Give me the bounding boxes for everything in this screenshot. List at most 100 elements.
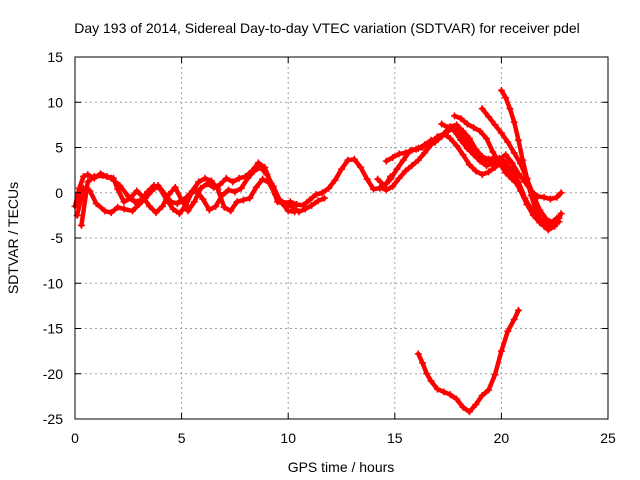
data-point bbox=[190, 198, 198, 206]
data-point bbox=[306, 196, 314, 204]
chart-title: Day 193 of 2014, Sidereal Day-to-day VTE… bbox=[74, 20, 580, 36]
data-point bbox=[363, 175, 371, 183]
data-point bbox=[374, 175, 382, 183]
grid bbox=[75, 57, 608, 419]
data-point bbox=[369, 185, 377, 193]
data-point bbox=[99, 172, 107, 180]
data-point bbox=[229, 178, 237, 186]
data-point bbox=[465, 161, 473, 169]
y-tick-label: -25 bbox=[43, 411, 63, 427]
data-point bbox=[478, 391, 486, 399]
data-point bbox=[450, 112, 458, 120]
data-point bbox=[489, 160, 497, 168]
data-point bbox=[557, 210, 565, 218]
data-point bbox=[470, 124, 478, 132]
data-point bbox=[184, 207, 192, 215]
data-point bbox=[116, 182, 124, 190]
data-point bbox=[551, 222, 559, 230]
data-point bbox=[540, 193, 548, 201]
data-point bbox=[150, 182, 158, 190]
data-point bbox=[514, 170, 522, 178]
data-point bbox=[175, 210, 183, 218]
data-point bbox=[101, 207, 109, 215]
y-tick-label: -5 bbox=[51, 230, 64, 246]
data-point bbox=[472, 401, 480, 409]
data-point bbox=[259, 175, 267, 183]
data-point bbox=[131, 198, 139, 206]
data-point bbox=[212, 202, 220, 210]
y-tick-label: -15 bbox=[43, 321, 63, 337]
data-point bbox=[457, 136, 465, 144]
data-point bbox=[263, 171, 271, 179]
data-point bbox=[527, 191, 535, 199]
data-point bbox=[173, 200, 181, 208]
series-arc-11 bbox=[416, 308, 521, 415]
data-point bbox=[485, 113, 493, 121]
data-point bbox=[536, 214, 544, 222]
data-point bbox=[199, 195, 207, 203]
data-point bbox=[514, 136, 522, 144]
data-point bbox=[408, 162, 416, 170]
data-point bbox=[406, 147, 414, 155]
y-tick-label: 10 bbox=[47, 94, 63, 110]
x-tick-label: 5 bbox=[178, 430, 186, 446]
y-tick-label: 5 bbox=[55, 140, 63, 156]
data-point bbox=[399, 156, 407, 164]
data-point bbox=[446, 391, 454, 399]
data-point bbox=[510, 315, 518, 323]
data-point bbox=[546, 195, 554, 203]
data-point bbox=[235, 174, 243, 182]
data-point bbox=[80, 172, 88, 180]
data-point bbox=[395, 174, 403, 182]
data-point bbox=[433, 385, 441, 393]
data-point bbox=[205, 206, 213, 214]
data-point bbox=[308, 201, 316, 209]
data-point bbox=[156, 185, 164, 193]
data-point bbox=[465, 134, 473, 142]
data-point bbox=[320, 194, 328, 202]
data-point bbox=[265, 179, 273, 187]
data-point bbox=[514, 182, 522, 190]
data-point bbox=[152, 209, 160, 217]
axes: 0 5 10 15 20 25 -25 -20 -15 -10 -5 0 5 10 15 bbox=[43, 49, 616, 446]
series-arc-1 bbox=[72, 157, 393, 215]
data-point bbox=[495, 159, 503, 167]
data-point bbox=[291, 208, 299, 216]
data-point bbox=[510, 149, 518, 157]
data-point bbox=[90, 172, 98, 180]
data-point bbox=[350, 155, 358, 163]
data-point bbox=[271, 191, 279, 199]
data-point bbox=[169, 205, 177, 213]
data-point bbox=[497, 86, 505, 94]
data-point bbox=[440, 130, 448, 138]
data-point bbox=[521, 194, 529, 202]
data-point bbox=[216, 181, 224, 189]
data-point bbox=[344, 156, 352, 164]
data-point bbox=[459, 151, 467, 159]
data-point bbox=[532, 205, 540, 213]
data-point bbox=[77, 221, 85, 229]
data-point bbox=[489, 148, 497, 156]
data-point bbox=[389, 182, 397, 190]
data-point bbox=[510, 118, 518, 126]
data-point bbox=[120, 198, 128, 206]
data-point bbox=[376, 183, 384, 191]
data-point bbox=[446, 134, 454, 142]
data-point bbox=[314, 197, 322, 205]
data-point bbox=[256, 163, 264, 171]
data-point bbox=[478, 105, 486, 113]
data-point bbox=[331, 176, 339, 184]
data-point bbox=[254, 159, 262, 167]
data-point bbox=[450, 127, 458, 135]
data-point bbox=[84, 178, 92, 186]
data-point bbox=[120, 205, 128, 213]
data-point bbox=[502, 169, 510, 177]
data-point bbox=[312, 191, 320, 199]
data-point bbox=[318, 189, 326, 197]
y-tick-label: 0 bbox=[55, 185, 63, 201]
data-point bbox=[244, 174, 252, 182]
data-point bbox=[197, 184, 205, 192]
data-point bbox=[207, 177, 215, 185]
data-point bbox=[201, 174, 209, 182]
data-point bbox=[338, 165, 345, 173]
